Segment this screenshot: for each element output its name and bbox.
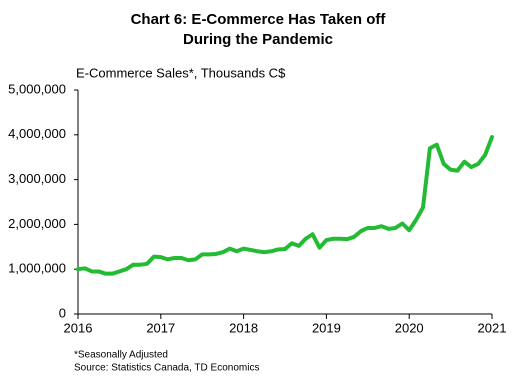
- y-tick-label: 0: [59, 305, 66, 320]
- y-tick-label: 3,000,000: [8, 171, 66, 186]
- y-axis-label: E-Commerce Sales*, Thousands C$: [76, 65, 286, 80]
- x-tick-label: 2018: [229, 320, 258, 335]
- y-tick-label: 5,000,000: [8, 81, 66, 96]
- x-tick-label: 2017: [146, 320, 175, 335]
- line-series: [76, 135, 494, 276]
- x-tick-label: 2021: [478, 320, 507, 335]
- x-tick-label: 2020: [395, 320, 424, 335]
- y-tick-label: 4,000,000: [8, 126, 66, 141]
- y-tick-label: 2,000,000: [8, 216, 66, 231]
- footnote: Source: Statistics Canada, TD Economics: [74, 363, 259, 374]
- x-tick-label: 2016: [64, 320, 93, 335]
- footnote: *Seasonally Adjusted: [74, 350, 168, 361]
- y-tick-label: 1,000,000: [8, 261, 66, 276]
- chart-title: During the Pandemic: [183, 31, 333, 48]
- x-tick-label: 2019: [312, 320, 341, 335]
- chart-title: Chart 6: E-Commerce Has Taken off: [131, 11, 387, 28]
